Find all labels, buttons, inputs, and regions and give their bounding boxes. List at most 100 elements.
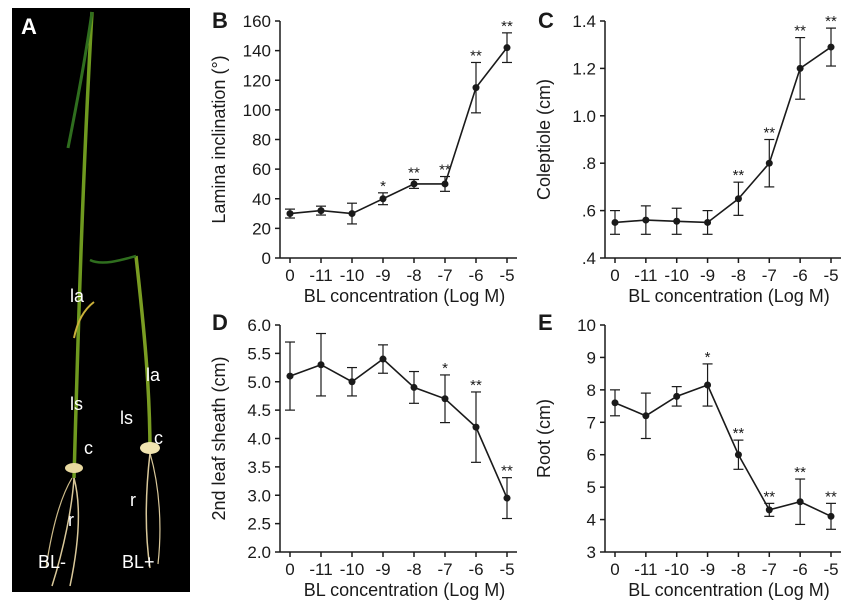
panel-a-label: A xyxy=(21,14,37,39)
chart-e-data-point xyxy=(734,451,742,459)
chart-b-data-point xyxy=(410,180,418,188)
chart-lamina-inclination: 0 20 40 60 80 100 120 140 160 0 -11 -10 -9 -8 -7 -6 -5BL… xyxy=(209,12,517,306)
organ-label-c-right: c xyxy=(154,428,163,448)
organ-label-ls-right: ls xyxy=(120,408,133,428)
chart-b-significance-mark: ** xyxy=(501,18,513,35)
chart-b-data-point xyxy=(286,210,294,218)
chart-e-x-tick-label: -8 xyxy=(731,560,746,579)
chart-e-significance-mark: ** xyxy=(794,464,806,481)
chart-c-y-tick-label: 1.4 xyxy=(572,12,596,31)
chart-b-y-tick-label: 100 xyxy=(243,101,271,120)
chart-e-x-tick-label: -10 xyxy=(664,560,689,579)
seedling-drawing xyxy=(45,11,161,587)
panel-b-label: B xyxy=(212,8,228,33)
chart-d-x-tick-label: -7 xyxy=(437,560,452,579)
chart-d-data-point xyxy=(348,378,356,386)
chart-b-data-point xyxy=(472,84,480,92)
chart-e-data-point xyxy=(611,399,619,407)
chart-e-x-tick-label: -5 xyxy=(823,560,838,579)
condition-label-bl-plus: BL+ xyxy=(122,552,155,572)
chart-d-data-point xyxy=(472,423,480,431)
chart-d-data-point xyxy=(441,395,449,403)
chart-b-x-tick-label: -7 xyxy=(437,266,452,285)
chart-c-data-point xyxy=(796,64,804,72)
chart-b-x-tick-label: -8 xyxy=(406,266,421,285)
chart-d-y-axis-label: 2nd leaf sheath (cm) xyxy=(209,356,229,520)
chart-d-y-tick-label: 5.0 xyxy=(247,373,271,392)
chart-c-x-tick-label: 0 xyxy=(610,266,619,285)
chart-c-data-point xyxy=(673,217,681,225)
chart-b-data-point xyxy=(379,195,387,203)
chart-b-x-tick-label: -9 xyxy=(375,266,390,285)
organ-label-la-right: la xyxy=(146,365,161,385)
chart-b-y-axis-label: Lamina inclination (°) xyxy=(209,55,229,223)
chart-d-y-tick-label: 5.5 xyxy=(247,344,271,363)
chart-b-y-tick-label: 0 xyxy=(262,249,271,268)
chart-c-y-tick-label: .4 xyxy=(582,249,596,268)
organ-label-la-left: la xyxy=(70,286,85,306)
chart-b-significance-mark: ** xyxy=(470,47,482,64)
chart-c-data-point xyxy=(642,216,650,224)
chart-b-x-tick-label: -5 xyxy=(499,266,514,285)
chart-c-data-point xyxy=(827,43,835,51)
chart-b-series-line xyxy=(289,47,508,215)
chart-b-y-tick-label: 120 xyxy=(243,71,271,90)
chart-d-significance-mark: * xyxy=(442,360,448,377)
chart-e-y-tick-label: 3 xyxy=(587,543,596,562)
chart-coleoptile: .4 .6 .8 1.0 1.2 1.4 0 -11 -10 -9 -8 -7 -6 -5BL conce… xyxy=(534,12,841,306)
chart-d-data-point xyxy=(317,361,325,369)
chart-c-x-tick-label: -5 xyxy=(823,266,838,285)
chart-d-x-tick-label: -6 xyxy=(468,560,483,579)
chart-root: 3 4 5 6 7 8 9 10 0 -11 -10 -9 -8 -7 -6 -5BL concentrati… xyxy=(534,316,841,600)
organ-label-ls-left: ls xyxy=(70,394,83,414)
chart-d-series-line xyxy=(289,358,508,499)
organ-label-c-left: c xyxy=(84,438,93,458)
chart-e-y-axis-label: Root (cm) xyxy=(534,399,554,478)
chart-e-y-tick-label: 7 xyxy=(587,413,596,432)
organ-label-r-left: r xyxy=(68,510,74,530)
chart-c-x-tick-label: -6 xyxy=(793,266,808,285)
chart-c-x-tick-label: -11 xyxy=(634,266,657,285)
chart-c-x-tick-label: -8 xyxy=(731,266,746,285)
chart-d-x-tick-label: -9 xyxy=(375,560,390,579)
chart-e-x-tick-label: 0 xyxy=(610,560,619,579)
chart-b-y-tick-label: 160 xyxy=(243,12,271,31)
chart-d-y-tick-label: 6.0 xyxy=(247,316,271,335)
chart-e-data-point xyxy=(796,498,804,506)
chart-b-significance-mark: ** xyxy=(408,164,420,181)
chart-b-data-point xyxy=(503,44,511,52)
chart-second-leaf-sheath: 2.0 2.5 3.0 3.5 4.0 4.5 5.0 5.5 6.0 0 -11 -10 -9 -8 -7… xyxy=(209,316,517,600)
chart-d-x-tick-label: -11 xyxy=(309,560,332,579)
panel-c-label: C xyxy=(538,8,554,33)
chart-e-x-tick-label: -6 xyxy=(793,560,808,579)
chart-d-data-point xyxy=(410,383,418,391)
chart-d-x-tick-label: -8 xyxy=(406,560,421,579)
chart-c-y-tick-label: 1.2 xyxy=(572,59,596,78)
chart-c-significance-mark: ** xyxy=(763,125,775,142)
chart-d-data-point xyxy=(286,372,294,380)
chart-d-y-tick-label: 4.5 xyxy=(247,401,271,420)
chart-b-x-axis-label: BL concentration (Log M) xyxy=(304,286,505,306)
chart-e-significance-mark: ** xyxy=(733,425,745,442)
chart-d-x-axis-label: BL concentration (Log M) xyxy=(304,580,505,600)
chart-c-x-tick-label: -9 xyxy=(700,266,715,285)
chart-d-y-tick-label: 2.5 xyxy=(247,515,271,534)
chart-e-x-axis-label: BL concentration (Log M) xyxy=(628,580,829,600)
chart-c-data-point xyxy=(765,159,773,167)
chart-e-x-tick-label: -11 xyxy=(634,560,657,579)
chart-d-data-point xyxy=(503,494,511,502)
chart-e-significance-mark: ** xyxy=(825,488,837,505)
chart-d-significance-mark: ** xyxy=(501,463,513,480)
chart-c-data-point xyxy=(734,195,742,203)
chart-e-data-point xyxy=(704,381,712,389)
chart-e-x-tick-label: -9 xyxy=(700,560,715,579)
chart-e-significance-mark: ** xyxy=(763,488,775,505)
chart-d-data-point xyxy=(379,355,387,363)
chart-c-y-tick-label: 1.0 xyxy=(572,107,596,126)
seedling-photo: A la ls c r la ls c r BL- BL+ xyxy=(12,8,190,592)
chart-c-y-tick-label: .6 xyxy=(582,202,596,221)
chart-b-x-tick-label: -11 xyxy=(309,266,332,285)
panel-d-label: D xyxy=(212,310,228,335)
chart-e-x-tick-label: -7 xyxy=(762,560,777,579)
chart-d-x-tick-label: -5 xyxy=(499,560,514,579)
